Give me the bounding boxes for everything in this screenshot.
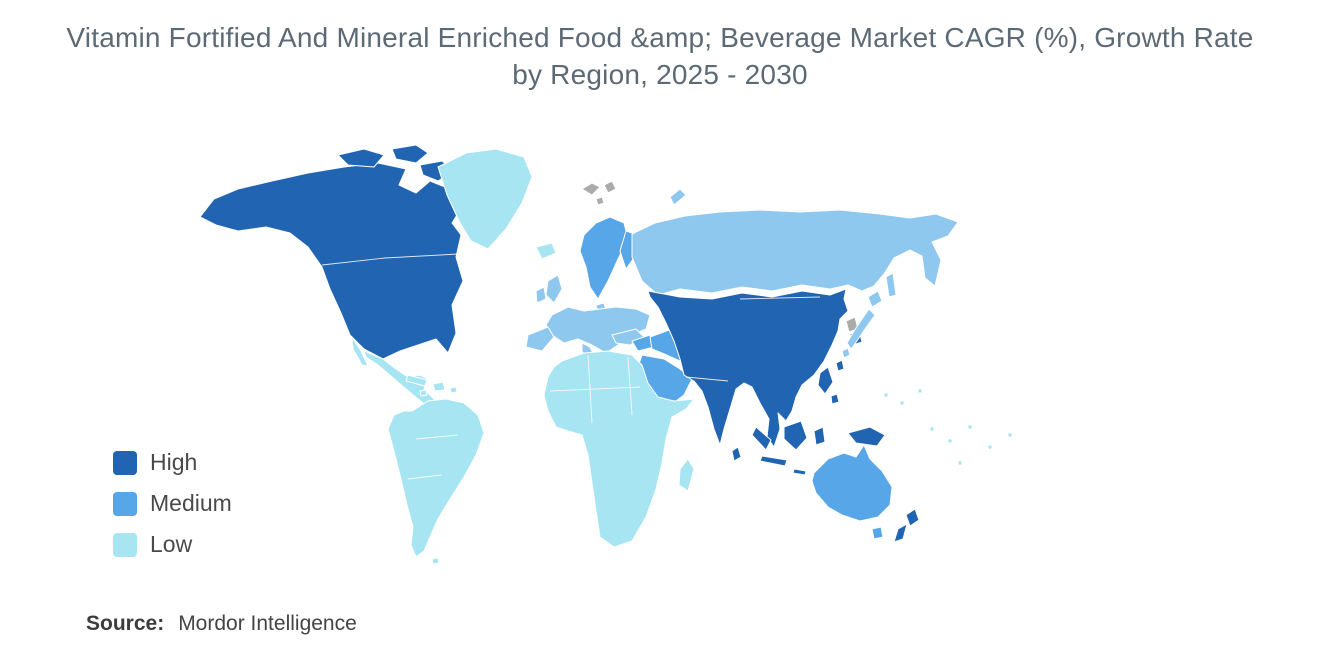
- region-united-kingdom: [545, 274, 563, 304]
- region-new-zealand: [893, 523, 908, 543]
- region-iceland: [535, 242, 557, 260]
- region-caribbean: [405, 374, 458, 397]
- region-svalbard: [603, 180, 617, 194]
- mordor-intelligence-logo: [1193, 606, 1241, 646]
- region-tasmania: [871, 526, 884, 540]
- region-japan: [841, 290, 883, 359]
- region-iberia: [525, 326, 555, 352]
- logo-m-mark: [1193, 606, 1241, 646]
- legend-swatch-medium: [113, 491, 137, 516]
- legend-item-medium: Medium: [113, 490, 232, 517]
- legend: High Medium Low: [113, 449, 232, 572]
- legend-item-low: Low: [113, 531, 232, 558]
- region-russia: [631, 209, 959, 296]
- region-novaya-zemlya: [669, 188, 687, 206]
- region-scandinavia: [579, 216, 629, 300]
- region-svalbard: [581, 182, 601, 196]
- legend-label-low: Low: [150, 531, 193, 557]
- region-ireland: [535, 286, 547, 304]
- region-greenland: [437, 148, 533, 250]
- region-sakhalin: [885, 272, 897, 298]
- region-taiwan: [835, 359, 845, 372]
- source-line: Source: Mordor Intelligence: [86, 612, 357, 636]
- region-sri-lanka: [731, 446, 742, 462]
- region-pacific-islands: [883, 388, 1013, 466]
- legend-label-medium: Medium: [150, 490, 232, 516]
- region-australia: [811, 444, 893, 522]
- region-south-america: [387, 398, 485, 558]
- region-arctic-islands: [337, 148, 385, 168]
- region-arctic-islands: [391, 144, 429, 164]
- region-new-zealand: [905, 508, 920, 527]
- region-svalbard: [595, 196, 605, 206]
- legend-label-high: High: [150, 449, 198, 475]
- legend-swatch-low: [113, 532, 137, 557]
- legend-swatch-high: [113, 450, 137, 475]
- region-madagascar: [678, 458, 695, 492]
- region-falklands: [431, 557, 440, 565]
- chart-title: Vitamin Fortified And Mineral Enriched F…: [66, 22, 1254, 90]
- region-indonesia-philippines: [751, 366, 840, 476]
- region-africa: [543, 350, 695, 548]
- region-asia-high: [647, 288, 849, 448]
- legend-item-high: High: [113, 449, 232, 476]
- region-north-america: [199, 162, 464, 360]
- source-value: Mordor Intelligence: [178, 612, 357, 635]
- country-borders: [321, 253, 821, 480]
- world-map: [199, 144, 1013, 565]
- region-new-guinea: [847, 426, 886, 447]
- source-label: Source:: [86, 612, 165, 635]
- region-baja: [351, 336, 369, 367]
